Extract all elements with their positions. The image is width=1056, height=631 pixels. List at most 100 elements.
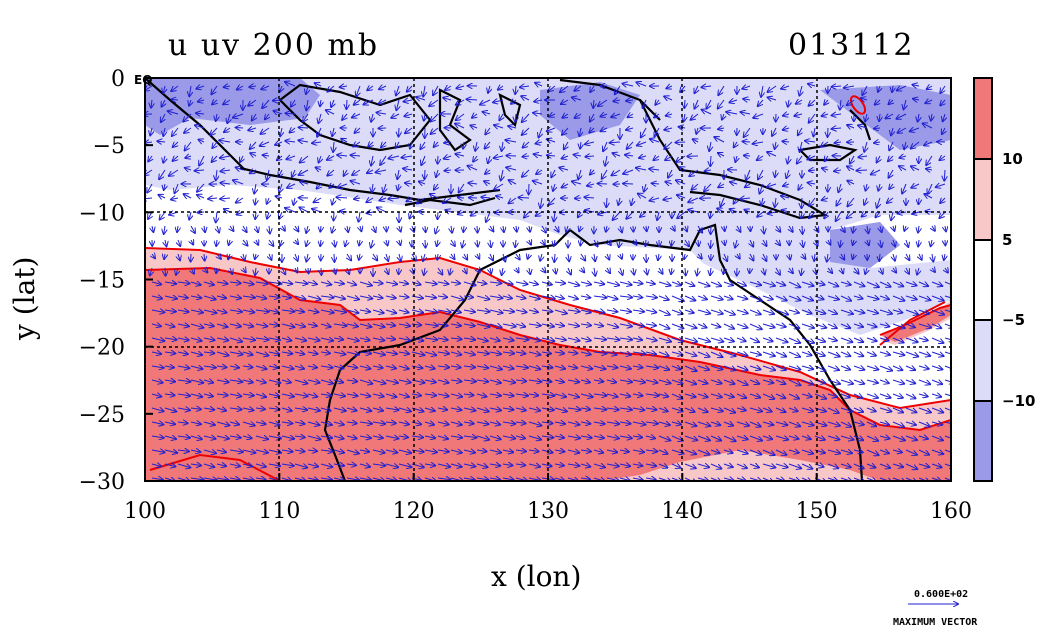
wind-vector — [333, 141, 334, 152]
wind-vector — [485, 127, 490, 134]
x-tick-label: 100 — [124, 499, 166, 524]
equator-label: EQ — [134, 73, 152, 87]
wind-vector — [331, 99, 334, 107]
wind-vector — [195, 125, 205, 128]
wind-vector — [861, 98, 868, 100]
wind-vector — [940, 85, 945, 93]
wind-vector — [503, 253, 505, 262]
wind-vector — [299, 127, 309, 128]
wind-vector — [539, 127, 543, 137]
wind-vector — [171, 198, 179, 200]
wind-vector — [443, 197, 452, 203]
wind-vector — [341, 139, 348, 142]
wind-vector — [645, 239, 646, 246]
wind-vector — [404, 100, 413, 102]
wind-vector — [611, 114, 621, 117]
wind-vector — [847, 125, 855, 128]
wind-vector — [680, 85, 685, 92]
wind-vector — [832, 86, 842, 87]
wind-vector — [308, 267, 309, 273]
wind-vector — [815, 267, 816, 274]
wind-vector — [824, 211, 828, 218]
wind-vector — [924, 194, 933, 198]
wind-vector — [407, 198, 413, 201]
wind-vector — [724, 226, 725, 231]
wind-vector — [677, 211, 686, 218]
wind-vector — [352, 114, 361, 118]
wind-vector — [720, 197, 724, 207]
wind-vector — [161, 113, 165, 122]
wind-vector — [585, 156, 595, 157]
wind-vector — [549, 197, 556, 205]
wind-vector — [327, 85, 335, 92]
wind-vector — [208, 198, 218, 199]
wind-vector — [768, 97, 777, 100]
wind-vector — [871, 170, 881, 174]
wind-vector — [940, 100, 945, 105]
wind-vector — [150, 267, 152, 275]
wind-vector — [696, 127, 698, 134]
wind-vector — [928, 183, 933, 194]
wind-vector — [943, 113, 945, 121]
wind-vector — [889, 184, 893, 189]
wind-vector — [746, 169, 750, 180]
wind-vector — [554, 239, 555, 246]
wind-vector — [326, 110, 335, 114]
wind-vector — [444, 156, 452, 159]
wind-vector — [472, 114, 477, 118]
wind-vector — [581, 253, 585, 261]
wind-vector — [434, 183, 438, 190]
wind-vector — [243, 239, 248, 246]
wind-vector — [891, 211, 893, 220]
wind-vector — [788, 155, 790, 163]
wind-vector — [904, 226, 906, 231]
wind-vector — [368, 142, 373, 147]
wind-vector — [260, 142, 270, 146]
wind-vector — [477, 239, 478, 247]
wind-vector — [789, 268, 793, 273]
wind-vector — [750, 268, 751, 273]
wind-vector — [802, 254, 805, 259]
wind-vector — [613, 211, 621, 220]
wind-vector — [276, 196, 283, 198]
wind-vector — [354, 198, 361, 199]
wind-vector — [216, 113, 217, 121]
wind-vector — [637, 142, 647, 146]
wind-vector — [606, 197, 607, 207]
wind-vector — [718, 85, 725, 95]
wind-vector — [625, 155, 634, 156]
wind-vector — [663, 198, 673, 200]
wind-vector — [781, 86, 790, 89]
wind-vector — [911, 141, 920, 149]
wind-vector — [473, 155, 477, 162]
wind-vector — [657, 211, 659, 220]
wind-vector — [364, 99, 374, 105]
x-tick-label: 130 — [527, 499, 569, 524]
wind-vector — [822, 198, 829, 200]
wind-vector — [623, 184, 634, 185]
wind-vector — [808, 183, 816, 184]
wind-vector — [701, 86, 712, 87]
wind-vector — [640, 212, 647, 217]
wind-vector — [451, 225, 452, 233]
y-tick-label: 0 — [111, 67, 125, 92]
wind-vector — [652, 183, 660, 184]
wind-vector — [210, 127, 218, 135]
wind-vector — [927, 86, 932, 89]
wind-vector — [781, 196, 790, 198]
wind-vector — [522, 156, 530, 157]
wind-vector — [865, 267, 867, 274]
wind-vector — [334, 211, 335, 220]
wind-vector — [940, 198, 945, 203]
wind-vector — [216, 268, 217, 273]
wind-vector — [508, 126, 517, 128]
wind-vector — [688, 210, 699, 212]
wind-vector — [298, 140, 309, 142]
wind-vector — [505, 140, 517, 142]
wind-vector — [718, 184, 725, 187]
wind-vector — [463, 225, 464, 232]
wind-vector — [458, 198, 465, 199]
wind-vector — [445, 210, 452, 212]
wind-vector — [217, 225, 219, 233]
wind-vector — [676, 180, 686, 184]
